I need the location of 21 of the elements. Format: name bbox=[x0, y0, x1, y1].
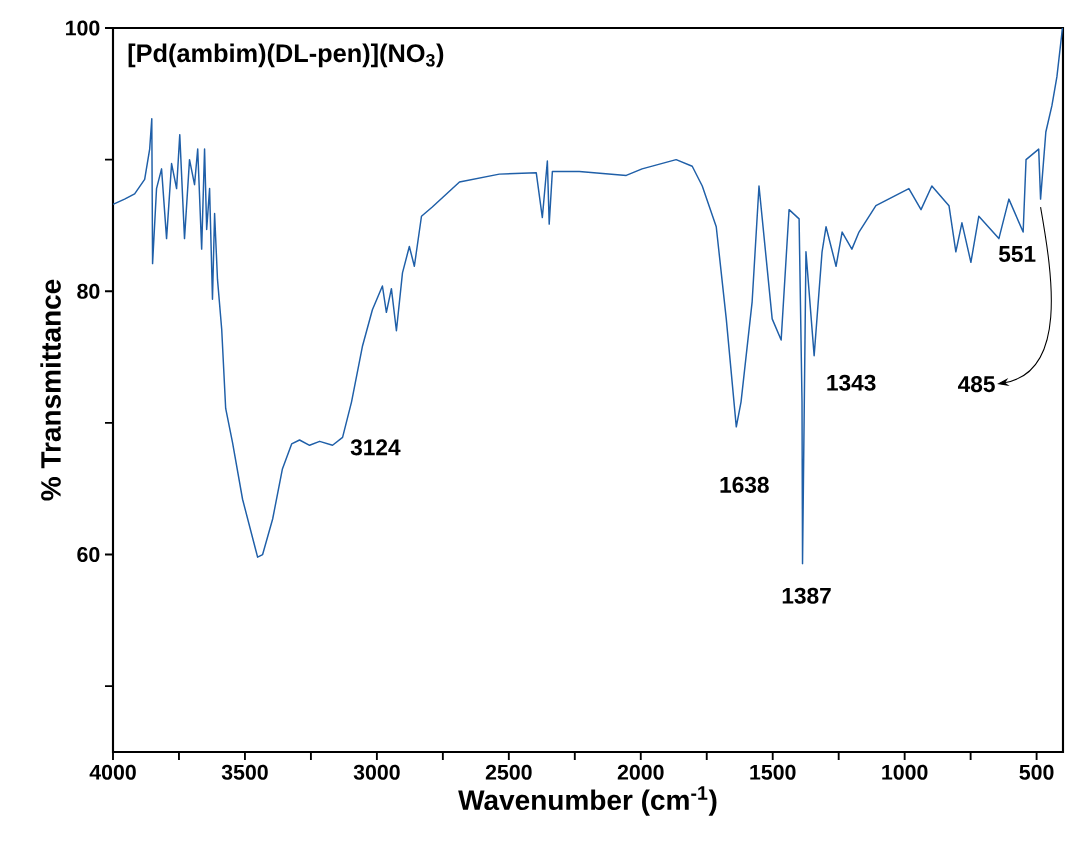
annotation: 1387 bbox=[782, 587, 831, 604]
x-axis-title: Wavenumber (cm$^{-1}$) bbox=[458, 786, 717, 816]
y-tick-label: 80 bbox=[77, 283, 100, 299]
x-tick-label: 1000 bbox=[882, 764, 928, 780]
annotation: 3124 bbox=[350, 439, 401, 456]
x-tick-label: 4000 bbox=[89, 764, 136, 780]
x-tick-label: 3500 bbox=[221, 764, 268, 780]
y-tick-label: 60 bbox=[77, 546, 100, 563]
annotation: 485 bbox=[957, 376, 995, 393]
x-tick-label: 3000 bbox=[353, 764, 400, 780]
x-tick-label: 2500 bbox=[485, 764, 532, 780]
line-series bbox=[113, 27, 1063, 565]
x-tick-label: 1500 bbox=[750, 764, 796, 780]
y-axis-title: % Transmittance bbox=[40, 279, 61, 501]
annotation: 1638 bbox=[720, 476, 769, 493]
annotation: 1343 bbox=[827, 374, 876, 391]
text: [Pd(ambim)(DL-pen)](NO$_{3}$) bbox=[128, 43, 444, 68]
x-tick-label: 500 bbox=[1019, 764, 1054, 780]
x-tick-label: 2000 bbox=[617, 764, 664, 780]
y-tick-label: 100 bbox=[66, 20, 100, 36]
annotation: 551 bbox=[998, 246, 1036, 262]
